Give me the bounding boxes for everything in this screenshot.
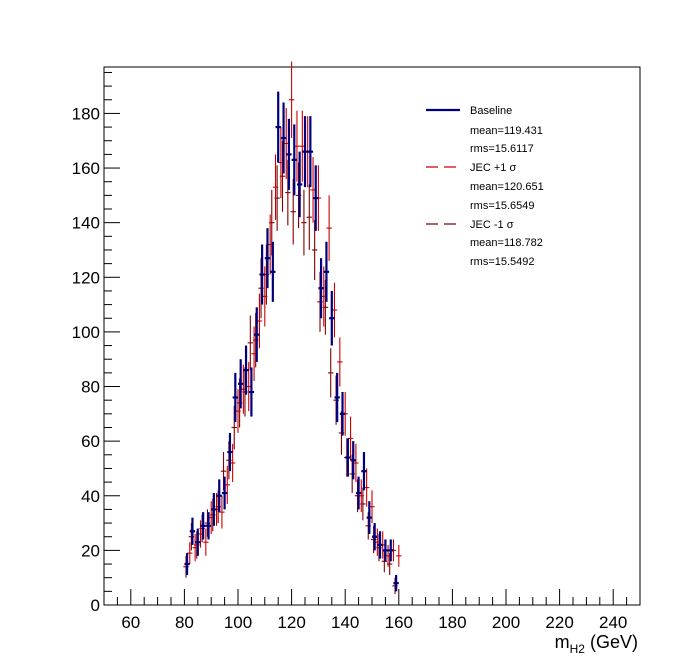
legend: Baseline mean=119.431 rms=15.6117 JEC +1…	[426, 105, 544, 268]
x-tick-label: 80	[175, 613, 194, 632]
legend-rms-jec-down: rms=15.5492	[470, 256, 535, 268]
x-tick-label: 60	[121, 613, 140, 632]
y-tick-label: 80	[81, 378, 100, 397]
y-tick-label: 100	[72, 323, 100, 342]
y-tick-label: 120	[72, 268, 100, 287]
y-tick-label: 180	[72, 104, 100, 123]
axis-ticks	[103, 71, 641, 606]
y-tick-label: 0	[91, 596, 100, 615]
x-tick-label: 140	[331, 613, 359, 632]
y-tick-label: 60	[81, 432, 100, 451]
series-jec-down	[183, 140, 398, 595]
series-baseline	[184, 91, 399, 592]
x-axis-title: mH2 (GeV)	[555, 632, 638, 656]
data-series	[183, 61, 402, 595]
legend-mean-jec-up: mean=120.651	[470, 181, 544, 193]
legend-mean-baseline: mean=119.431	[470, 125, 543, 137]
y-tick-label: 160	[72, 159, 100, 178]
x-tick-label: 240	[599, 613, 627, 632]
legend-mean-jec-down: mean=118.782	[470, 237, 543, 249]
legend-label-jec-down: JEC -1 σ	[470, 219, 514, 231]
legend-rms-jec-up: rms=15.6549	[470, 200, 535, 212]
y-tick-label: 20	[81, 541, 100, 560]
legend-rms-baseline: rms=15.6117	[470, 143, 534, 155]
plot-frame	[103, 66, 641, 606]
x-tick-label: 160	[385, 613, 413, 632]
x-tick-label: 100	[224, 613, 252, 632]
x-tick-label: 200	[492, 613, 520, 632]
x-tick-label: 120	[277, 613, 305, 632]
x-tick-label: 220	[545, 613, 573, 632]
legend-label-jec-up: JEC +1 σ	[470, 162, 516, 174]
axis-tick-labels: 60 80 100 120 140 160 180 200 220 240 0 20 40 60 80 100…	[72, 104, 628, 632]
x-tick-label: 180	[438, 613, 466, 632]
y-tick-label: 40	[81, 487, 100, 506]
legend-label-baseline: Baseline	[470, 105, 512, 117]
y-tick-label: 140	[72, 214, 100, 233]
